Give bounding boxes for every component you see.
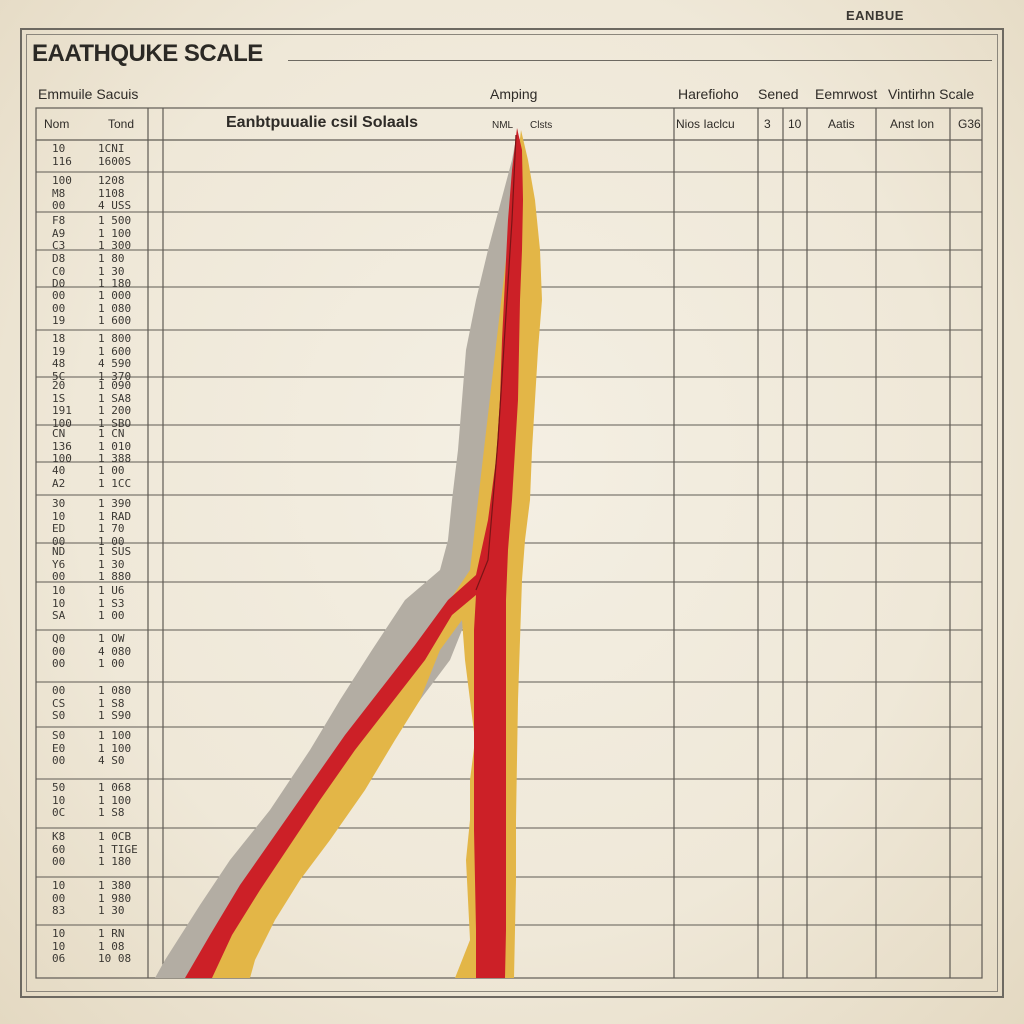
cell-col-b: 1 CN 1 010 1 388 xyxy=(98,427,132,465)
cell-col-b: 1 000 1 080 1 600 xyxy=(98,289,132,327)
cell-col-a: CN 136 100 xyxy=(52,427,72,465)
col-header-c5: Anst Ion xyxy=(890,117,935,131)
cell-col-b: 1 U6 1 S3 1 00 xyxy=(98,584,125,622)
outer-frame xyxy=(20,28,1004,998)
col-header-c3: 10 xyxy=(788,117,802,131)
cell-col-b: 1 380 1 980 1 30 xyxy=(98,879,132,917)
cell-col-a: 20 1S 191 100 xyxy=(52,379,72,430)
title-rule xyxy=(288,60,992,61)
header-right-1: Harefioho xyxy=(678,86,739,102)
cell-col-a: 10 00 83 xyxy=(52,879,66,917)
cell-col-b: 1 OW 4 080 1 00 xyxy=(98,632,132,670)
cell-col-a: 00 00 19 xyxy=(52,289,66,327)
dark-core-line xyxy=(475,134,517,591)
cell-col-b: 1 SUS 1 30 1 880 xyxy=(98,545,132,583)
cell-col-b: 1 500 1 100 1 300 xyxy=(98,214,132,252)
header-left: Emmuile Sacuis xyxy=(38,86,139,102)
cell-col-a: ND Y6 00 xyxy=(52,545,66,583)
cell-col-b: 1 800 1 600 4 590 1 370 xyxy=(98,332,132,383)
inner-frame xyxy=(26,34,998,992)
cell-col-b: 1 080 1 S8 1 S90 xyxy=(98,684,132,722)
col-header-mid-small-2: Clsts xyxy=(530,120,553,131)
cell-col-b: 1 090 1 SA8 1 200 1 SBO xyxy=(98,379,132,430)
header-right-3: Eemrwost xyxy=(815,86,878,102)
cell-col-a: 100 M8 00 xyxy=(52,174,72,212)
cell-col-a: 18 19 48 5C xyxy=(52,332,66,383)
cell-col-b: 1 100 1 100 4 S0 xyxy=(98,729,132,767)
cell-col-b: 1 80 1 30 1 180 xyxy=(98,252,132,290)
cell-col-a: 10 10 06 xyxy=(52,927,66,965)
header-center: Amping xyxy=(490,86,538,102)
cell-col-a: 50 10 0C xyxy=(52,781,66,819)
corner-label: EANBUE xyxy=(846,8,904,23)
cell-col-b: 1 00 1 1CC xyxy=(98,464,132,490)
cell-col-a: 00 CS S0 xyxy=(52,684,66,722)
header-right-2: Sened xyxy=(758,86,799,102)
cell-col-b: 1208 1108 4 USS xyxy=(98,174,132,212)
cell-col-a: 10 116 xyxy=(52,142,72,168)
cell-col-a: D8 C0 D0 xyxy=(52,252,66,290)
red-band xyxy=(185,128,523,978)
cell-col-b: 1 390 1 RAD 1 70 1 00 xyxy=(98,497,132,548)
cell-col-b: 1 RN 1 08 10 08 xyxy=(98,927,132,965)
col-header-main: Eanbtpuualie csil Solaals xyxy=(226,114,419,131)
col-header-c6: G36 xyxy=(958,117,981,131)
cell-col-a: 40 A2 xyxy=(52,464,66,490)
gray-band xyxy=(155,128,518,978)
page-title: EAATHQUKE SCALE xyxy=(32,40,263,67)
col-header-mid-small: NML xyxy=(492,120,514,131)
cell-col-a: 10 10 SA xyxy=(52,584,66,622)
cell-col-b: 1 068 1 100 1 S8 xyxy=(98,781,132,819)
cell-col-a: S0 E0 00 xyxy=(52,729,66,767)
header-right-4: Vintirhn Scale xyxy=(888,86,975,102)
col-header-c2: 3 xyxy=(764,117,771,131)
col-header-c4: Aatis xyxy=(828,117,855,131)
cell-col-a: 30 10 ED 00 xyxy=(52,497,66,548)
yellow-band xyxy=(195,130,542,978)
col-header-b: Tond xyxy=(108,117,135,131)
cell-col-a: K8 60 00 xyxy=(52,830,66,868)
cell-col-a: F8 A9 C3 xyxy=(52,214,66,252)
cell-col-b: 1 0CB 1 TIGE 1 180 xyxy=(98,830,138,868)
cell-col-b: 1CNI 1600S xyxy=(98,142,132,168)
col-header-c1: Nios Iaclcu xyxy=(676,117,735,131)
col-header-a: Nom xyxy=(44,117,70,131)
cell-col-a: Q0 00 00 xyxy=(52,632,66,670)
